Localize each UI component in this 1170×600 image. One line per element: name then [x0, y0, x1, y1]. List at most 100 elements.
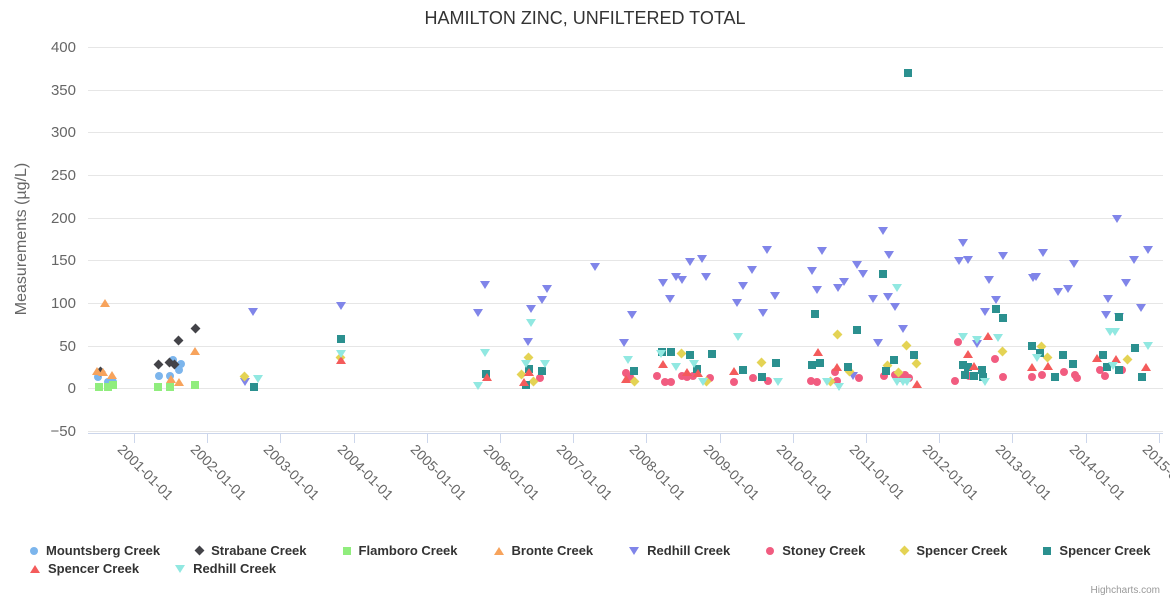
data-point-series-4[interactable] — [877, 227, 888, 236]
data-point-series-0[interactable] — [94, 373, 103, 382]
highcharts-credits-link[interactable]: Highcharts.com — [1090, 585, 1160, 596]
data-point-series-9[interactable] — [732, 333, 743, 342]
data-point-series-8[interactable] — [963, 350, 974, 359]
legend-item-1[interactable]: Strabane Creek — [194, 543, 307, 558]
data-point-series-5[interactable] — [1059, 368, 1068, 377]
data-point-series-3[interactable] — [107, 370, 118, 379]
data-point-series-7[interactable] — [1028, 341, 1037, 350]
data-point-series-7[interactable] — [739, 365, 748, 374]
data-point-series-5[interactable] — [763, 376, 772, 385]
data-point-series-8[interactable] — [729, 367, 740, 376]
data-point-series-5[interactable] — [998, 373, 1007, 382]
data-point-series-5[interactable] — [880, 372, 889, 381]
data-point-series-5[interactable] — [831, 368, 840, 377]
data-point-series-2[interactable] — [108, 380, 117, 389]
data-point-series-4[interactable] — [770, 292, 781, 301]
data-point-series-9[interactable] — [473, 381, 484, 390]
data-point-series-3[interactable] — [97, 368, 108, 377]
data-point-series-8[interactable] — [692, 368, 703, 377]
data-point-series-4[interactable] — [811, 286, 822, 295]
data-point-series-8[interactable] — [968, 362, 979, 371]
data-point-series-4[interactable] — [882, 293, 893, 302]
data-point-series-4[interactable] — [677, 275, 688, 284]
data-point-series-4[interactable] — [1112, 215, 1123, 224]
data-point-series-2[interactable] — [94, 382, 103, 391]
data-point-series-9[interactable] — [336, 350, 347, 359]
data-point-series-7[interactable] — [807, 361, 816, 370]
data-point-series-7[interactable] — [964, 362, 973, 371]
data-point-series-9[interactable] — [1032, 354, 1043, 363]
data-point-series-8[interactable] — [982, 332, 993, 341]
data-point-series-4[interactable] — [473, 309, 484, 318]
legend-item-8[interactable]: Spencer Creek — [30, 561, 139, 576]
data-point-series-4[interactable] — [839, 277, 850, 286]
data-point-series-7[interactable] — [878, 269, 887, 278]
data-point-series-5[interactable] — [905, 374, 914, 383]
legend-item-4[interactable]: Redhill Creek — [629, 543, 730, 558]
data-point-series-0[interactable] — [103, 377, 112, 386]
data-point-series-5[interactable] — [807, 376, 816, 385]
legend-item-5[interactable]: Stoney Creek — [766, 543, 865, 558]
data-point-series-9[interactable] — [972, 335, 983, 344]
data-point-series-6[interactable] — [997, 347, 1008, 357]
data-point-series-3[interactable] — [99, 298, 110, 307]
data-point-series-7[interactable] — [969, 372, 978, 381]
legend-item-3[interactable]: Bronte Creek — [493, 543, 593, 558]
legend-item-7[interactable]: Spencer Creek — [1043, 543, 1150, 558]
data-point-series-4[interactable] — [890, 303, 901, 312]
data-point-series-9[interactable] — [688, 360, 699, 369]
data-point-series-8[interactable] — [524, 368, 535, 377]
data-point-series-4[interactable] — [1101, 310, 1112, 319]
data-point-series-4[interactable] — [983, 275, 994, 284]
data-point-series-1[interactable] — [153, 359, 164, 370]
data-point-series-4[interactable] — [1030, 272, 1041, 281]
data-point-series-6[interactable] — [1122, 354, 1133, 365]
data-point-series-7[interactable] — [882, 367, 891, 376]
data-point-series-4[interactable] — [536, 295, 547, 304]
data-point-series-4[interactable] — [1102, 294, 1113, 303]
data-point-series-7[interactable] — [1099, 351, 1108, 360]
data-point-series-9[interactable] — [526, 318, 537, 327]
data-point-series-4[interactable] — [1063, 285, 1074, 294]
data-point-series-8[interactable] — [813, 347, 824, 356]
data-point-series-9[interactable] — [833, 383, 844, 392]
data-point-series-0[interactable] — [175, 366, 184, 375]
data-point-series-0[interactable] — [176, 360, 185, 369]
data-point-series-4[interactable] — [972, 339, 983, 348]
data-point-series-7[interactable] — [538, 367, 547, 376]
data-point-series-4[interactable] — [697, 254, 708, 263]
data-point-series-9[interactable] — [656, 350, 667, 359]
data-point-series-7[interactable] — [1058, 351, 1067, 360]
data-point-series-8[interactable] — [1091, 353, 1102, 362]
data-point-series-5[interactable] — [965, 371, 974, 380]
data-point-series-5[interactable] — [1072, 374, 1081, 383]
data-point-series-7[interactable] — [1069, 359, 1078, 368]
data-point-series-5[interactable] — [1038, 370, 1047, 379]
legend-item-2[interactable]: Flamboro Creek — [342, 543, 458, 558]
data-point-series-7[interactable] — [1130, 344, 1139, 353]
data-point-series-5[interactable] — [706, 374, 715, 383]
data-point-series-4[interactable] — [817, 246, 828, 255]
data-point-series-9[interactable] — [480, 349, 491, 358]
data-point-series-8[interactable] — [682, 368, 693, 377]
data-point-series-5[interactable] — [832, 376, 841, 385]
data-point-series-4[interactable] — [991, 296, 1002, 305]
data-point-series-4[interactable] — [958, 239, 969, 248]
data-point-series-2[interactable] — [154, 382, 163, 391]
data-point-series-4[interactable] — [670, 273, 681, 282]
data-point-series-6[interactable] — [832, 329, 843, 340]
legend-item-6[interactable]: Spencer Creek — [899, 543, 1007, 558]
data-point-series-3[interactable] — [174, 378, 185, 387]
data-point-series-7[interactable] — [815, 358, 824, 367]
data-point-series-4[interactable] — [1052, 287, 1063, 296]
legend-item-0[interactable]: Mountsberg Creek — [30, 543, 160, 558]
data-point-series-9[interactable] — [521, 360, 532, 369]
data-point-series-8[interactable] — [658, 360, 669, 369]
data-point-series-8[interactable] — [1043, 362, 1054, 371]
data-point-series-7[interactable] — [692, 364, 701, 373]
data-point-series-4[interactable] — [1136, 304, 1147, 313]
data-point-series-4[interactable] — [762, 246, 773, 255]
data-point-series-4[interactable] — [619, 339, 630, 348]
data-point-series-5[interactable] — [683, 373, 692, 382]
data-point-series-5[interactable] — [678, 372, 687, 381]
